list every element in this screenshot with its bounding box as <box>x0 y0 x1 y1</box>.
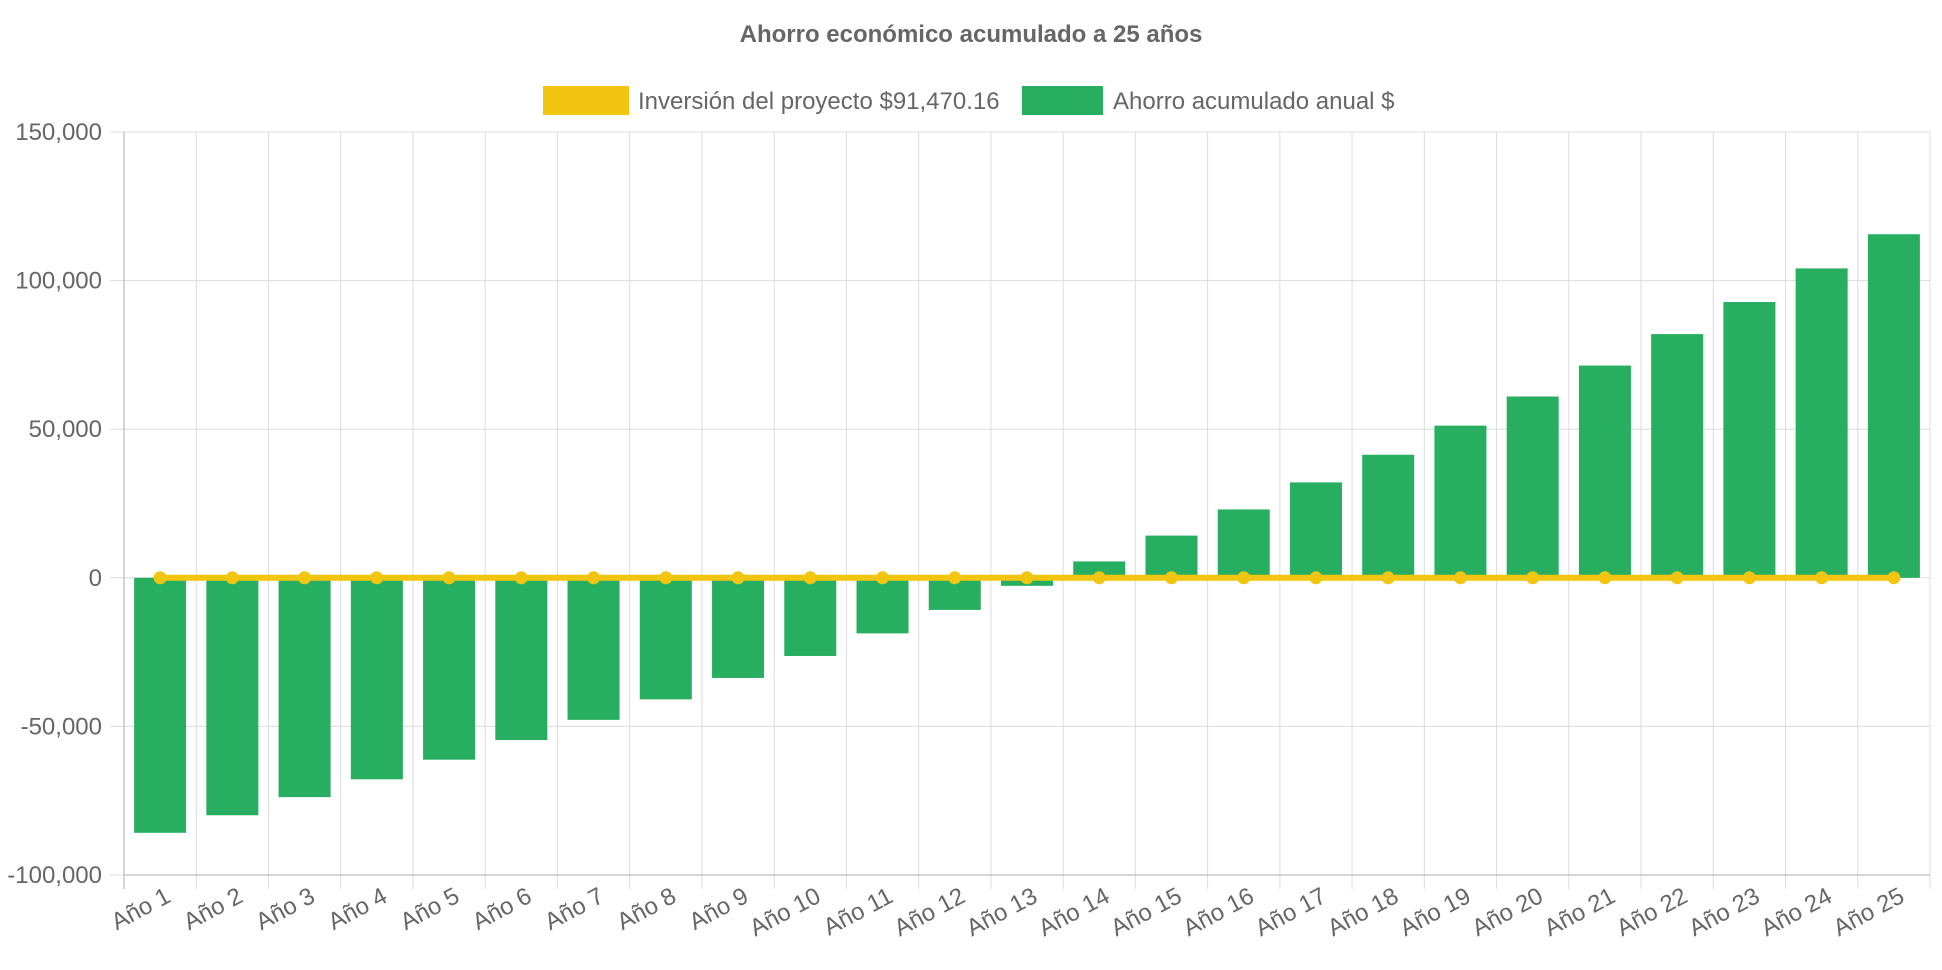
legend-label-investment: Inversión del proyecto $91,470.16 <box>638 88 1000 115</box>
bar-savings-23[interactable] <box>1723 301 1776 578</box>
x-axis-ticks: Año 1 Año 2 Año 3 Año 4 Año 5 Año 6 Año 7 Año 8… <box>107 882 1909 942</box>
bar-savings-10[interactable] <box>784 577 837 656</box>
investment-line <box>153 571 1901 585</box>
investment-point-15[interactable] <box>1164 571 1178 585</box>
y-axis-ticks: 150,000 100,000 50,000 0 -50,000 -100,000 <box>7 119 102 889</box>
bar-savings-11[interactable] <box>856 577 909 634</box>
investment-point-10[interactable] <box>803 571 817 585</box>
bar-savings-5[interactable] <box>423 577 476 760</box>
x-tick-label: Año 8 <box>613 882 681 935</box>
investment-point-12[interactable] <box>948 571 962 585</box>
bar-savings-8[interactable] <box>639 577 692 700</box>
investment-point-21[interactable] <box>1598 571 1612 585</box>
investment-point-6[interactable] <box>514 571 528 585</box>
bar-savings-21[interactable] <box>1578 365 1631 578</box>
investment-point-24[interactable] <box>1815 571 1829 585</box>
investment-point-17[interactable] <box>1309 571 1323 585</box>
investment-point-1[interactable] <box>153 571 167 585</box>
bar-savings-24[interactable] <box>1795 268 1848 578</box>
x-tick-label: Año 23 <box>1684 882 1764 942</box>
bar-savings-1[interactable] <box>134 577 187 833</box>
bar-savings-2[interactable] <box>206 577 259 816</box>
y-tick-label: 100,000 <box>15 268 102 295</box>
bars <box>134 234 1920 833</box>
x-tick-label: Año 12 <box>890 882 970 942</box>
y-tick-label: -50,000 <box>21 713 102 740</box>
bar-savings-7[interactable] <box>567 577 620 720</box>
y-tick-label: 0 <box>89 565 102 592</box>
x-tick-label: Año 2 <box>179 882 247 935</box>
x-tick-label: Año 19 <box>1395 882 1475 942</box>
investment-point-5[interactable] <box>442 571 456 585</box>
investment-point-8[interactable] <box>659 571 673 585</box>
x-tick-label: Año 9 <box>685 882 753 935</box>
investment-point-14[interactable] <box>1092 571 1106 585</box>
investment-point-20[interactable] <box>1526 571 1540 585</box>
x-tick-label: Año 10 <box>745 882 825 942</box>
x-tick-label: Año 5 <box>396 882 464 935</box>
investment-point-7[interactable] <box>587 571 601 585</box>
x-tick-label: Año 3 <box>251 882 319 935</box>
investment-point-4[interactable] <box>370 571 384 585</box>
y-tick-label: 50,000 <box>29 416 102 443</box>
x-tick-label: Año 17 <box>1251 882 1331 942</box>
investment-point-25[interactable] <box>1887 571 1901 585</box>
legend[interactable]: Inversión del proyecto $91,470.16 Ahorro… <box>543 86 1395 115</box>
investment-point-11[interactable] <box>876 571 890 585</box>
x-tick-label: Año 4 <box>324 882 392 935</box>
legend-item-investment[interactable]: Inversión del proyecto $91,470.16 <box>543 86 1000 115</box>
x-tick-label: Año 25 <box>1829 882 1909 942</box>
bar-savings-18[interactable] <box>1362 454 1415 578</box>
x-tick-label: Año 14 <box>1034 882 1114 942</box>
bar-savings-25[interactable] <box>1867 234 1920 578</box>
grid <box>110 131 1931 889</box>
x-tick-label: Año 16 <box>1179 882 1259 942</box>
bar-savings-16[interactable] <box>1217 509 1270 578</box>
x-tick-label: Año 13 <box>962 882 1042 942</box>
bar-savings-19[interactable] <box>1434 425 1487 578</box>
bar-savings-6[interactable] <box>495 577 548 741</box>
bar-savings-17[interactable] <box>1289 482 1342 578</box>
investment-point-9[interactable] <box>731 571 745 585</box>
x-tick-label: Año 24 <box>1757 882 1837 942</box>
bar-savings-9[interactable] <box>712 577 765 678</box>
investment-point-16[interactable] <box>1237 571 1251 585</box>
bar-savings-22[interactable] <box>1651 334 1704 578</box>
legend-label-savings: Ahorro acumulado anual $ <box>1113 88 1395 115</box>
investment-point-13[interactable] <box>1020 571 1034 585</box>
x-tick-label: Año 20 <box>1468 882 1548 942</box>
investment-point-22[interactable] <box>1670 571 1684 585</box>
x-tick-label: Año 21 <box>1540 882 1620 942</box>
chart-title: Ahorro económico acumulado a 25 años <box>740 21 1203 48</box>
x-tick-label: Año 11 <box>819 882 897 941</box>
x-tick-label: Año 18 <box>1323 882 1403 942</box>
bar-savings-3[interactable] <box>278 577 331 798</box>
x-tick-label: Año 7 <box>540 882 608 935</box>
x-tick-label: Año 6 <box>468 882 536 935</box>
legend-swatch-savings <box>1022 86 1103 115</box>
x-tick-label: Año 15 <box>1106 882 1186 942</box>
legend-item-savings[interactable]: Ahorro acumulado anual $ <box>1022 86 1395 115</box>
y-tick-label: 150,000 <box>15 119 102 146</box>
x-tick-label: Año 1 <box>107 882 175 935</box>
investment-point-3[interactable] <box>298 571 312 585</box>
investment-point-23[interactable] <box>1742 571 1756 585</box>
investment-point-2[interactable] <box>225 571 239 585</box>
bar-savings-14[interactable] <box>1073 561 1126 578</box>
investment-point-18[interactable] <box>1381 571 1395 585</box>
legend-swatch-investment <box>543 86 629 115</box>
bar-savings-4[interactable] <box>350 577 403 780</box>
bar-savings-20[interactable] <box>1506 396 1559 578</box>
bar-savings-15[interactable] <box>1145 535 1198 578</box>
x-tick-label: Año 22 <box>1612 882 1692 942</box>
investment-point-19[interactable] <box>1453 571 1467 585</box>
y-tick-label: -100,000 <box>7 862 102 889</box>
